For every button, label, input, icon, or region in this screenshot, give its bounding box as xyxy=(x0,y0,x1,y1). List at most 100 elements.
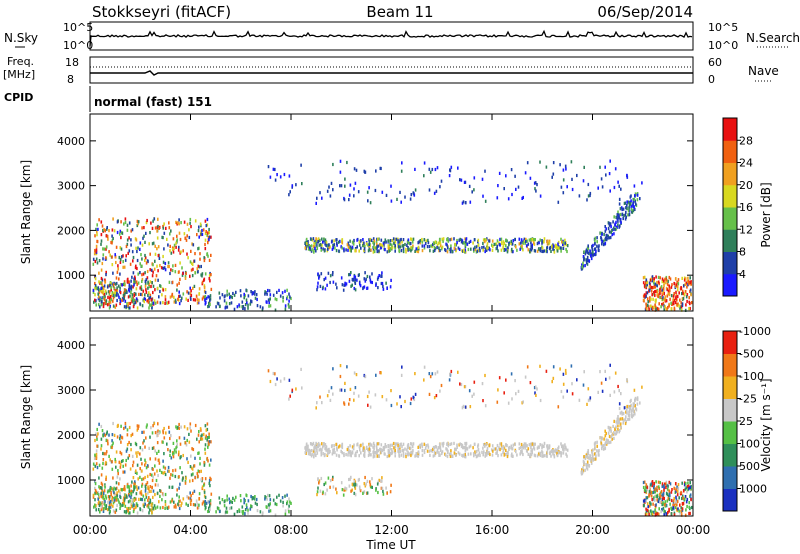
echo-cell xyxy=(441,442,443,446)
echo-cell xyxy=(423,365,426,369)
echo-cell xyxy=(557,246,560,250)
echo-cell xyxy=(244,294,246,298)
echo-cell xyxy=(109,304,111,308)
echo-cell xyxy=(353,167,356,171)
echo-cell xyxy=(679,306,681,310)
echo-cell xyxy=(680,490,682,495)
echo-cell xyxy=(587,258,589,262)
echo-cell xyxy=(356,245,358,249)
echo-cell xyxy=(336,448,338,452)
echo-cell xyxy=(198,440,200,444)
echo-cell xyxy=(278,288,280,292)
echo-cell xyxy=(108,504,111,508)
noise-right-tick-bottom: 10^0 xyxy=(708,39,738,52)
echo-cell xyxy=(147,498,149,502)
echo-cell xyxy=(613,419,615,423)
echo-cell xyxy=(592,448,594,452)
echo-cell xyxy=(481,382,484,386)
echo-cell xyxy=(686,504,688,509)
echo-cell xyxy=(107,237,109,241)
echo-cell xyxy=(345,248,347,252)
x-tick-label: 04:00 xyxy=(173,523,208,537)
echo-cell xyxy=(370,443,373,447)
echo-cell xyxy=(175,300,177,304)
echo-cell xyxy=(410,249,412,253)
echo-cell xyxy=(624,421,627,426)
echo-cell xyxy=(562,240,565,245)
echo-cell xyxy=(664,500,667,504)
echo-cell xyxy=(226,498,228,502)
echo-cell xyxy=(320,245,322,249)
echo-cell xyxy=(189,422,192,426)
echo-cell xyxy=(154,431,157,435)
nsky-label: N.Sky xyxy=(4,31,38,45)
echo-cell xyxy=(552,172,555,176)
echo-cell xyxy=(132,305,135,309)
echo-cell xyxy=(494,242,496,246)
echo-cell xyxy=(105,299,108,303)
echo-cell xyxy=(668,287,671,291)
echo-cell xyxy=(421,449,424,453)
echo-cell xyxy=(369,483,372,487)
echo-cell xyxy=(282,295,284,300)
echo-cell xyxy=(181,471,183,475)
echo-cell xyxy=(425,239,427,243)
echo-cell xyxy=(436,450,438,454)
echo-cell xyxy=(95,490,98,494)
echo-cell xyxy=(122,459,124,463)
echo-cell xyxy=(375,240,378,245)
echo-cell xyxy=(622,207,624,211)
echo-cell xyxy=(194,456,196,460)
echo-cell xyxy=(102,458,105,462)
echo-cell xyxy=(668,284,670,288)
echo-cell xyxy=(368,447,371,451)
echo-cell xyxy=(442,237,445,241)
echo-cell xyxy=(521,196,523,200)
echo-cell xyxy=(592,250,594,254)
echo-cell xyxy=(157,422,159,426)
echo-cell xyxy=(590,461,593,465)
echo-cell xyxy=(230,294,232,299)
echo-cell xyxy=(373,239,376,243)
echo-cell xyxy=(135,280,138,284)
echo-cell xyxy=(103,297,106,301)
echo-cell xyxy=(447,239,450,243)
echo-cell xyxy=(183,436,186,440)
echo-cell xyxy=(102,495,105,499)
echo-cell xyxy=(133,298,135,302)
echo-cell xyxy=(154,464,156,468)
echo-cell xyxy=(426,245,429,249)
echo-cell xyxy=(514,237,516,242)
echo-cell xyxy=(202,295,205,299)
echo-cell xyxy=(650,502,652,506)
echo-cell xyxy=(521,246,523,250)
echo-cell xyxy=(111,445,113,450)
echo-cell xyxy=(546,245,549,250)
echo-cell xyxy=(95,303,97,307)
echo-cell xyxy=(685,486,688,490)
echo-cell xyxy=(614,428,616,432)
echo-cell xyxy=(414,249,416,253)
echo-cell xyxy=(159,284,161,288)
echo-cell xyxy=(268,505,270,510)
echo-cell xyxy=(615,432,618,436)
echo-cell xyxy=(199,257,201,261)
echo-cell xyxy=(646,303,649,307)
echo-cell xyxy=(317,240,320,244)
echo-cell xyxy=(665,281,667,285)
echo-cell xyxy=(681,507,684,511)
echo-cell xyxy=(675,488,678,492)
echo-cell xyxy=(589,396,592,400)
echo-cell xyxy=(474,452,477,456)
echo-cell xyxy=(423,238,426,242)
echo-cell xyxy=(662,491,665,496)
echo-cell xyxy=(133,507,135,512)
echo-cell xyxy=(115,481,118,485)
echo-cell xyxy=(250,494,252,499)
echo-cell xyxy=(400,249,403,253)
echo-cell xyxy=(134,485,136,489)
echo-cell xyxy=(311,238,314,242)
echo-cell xyxy=(620,187,622,191)
colorbar-segment xyxy=(723,353,737,377)
echo-cell xyxy=(139,491,141,495)
